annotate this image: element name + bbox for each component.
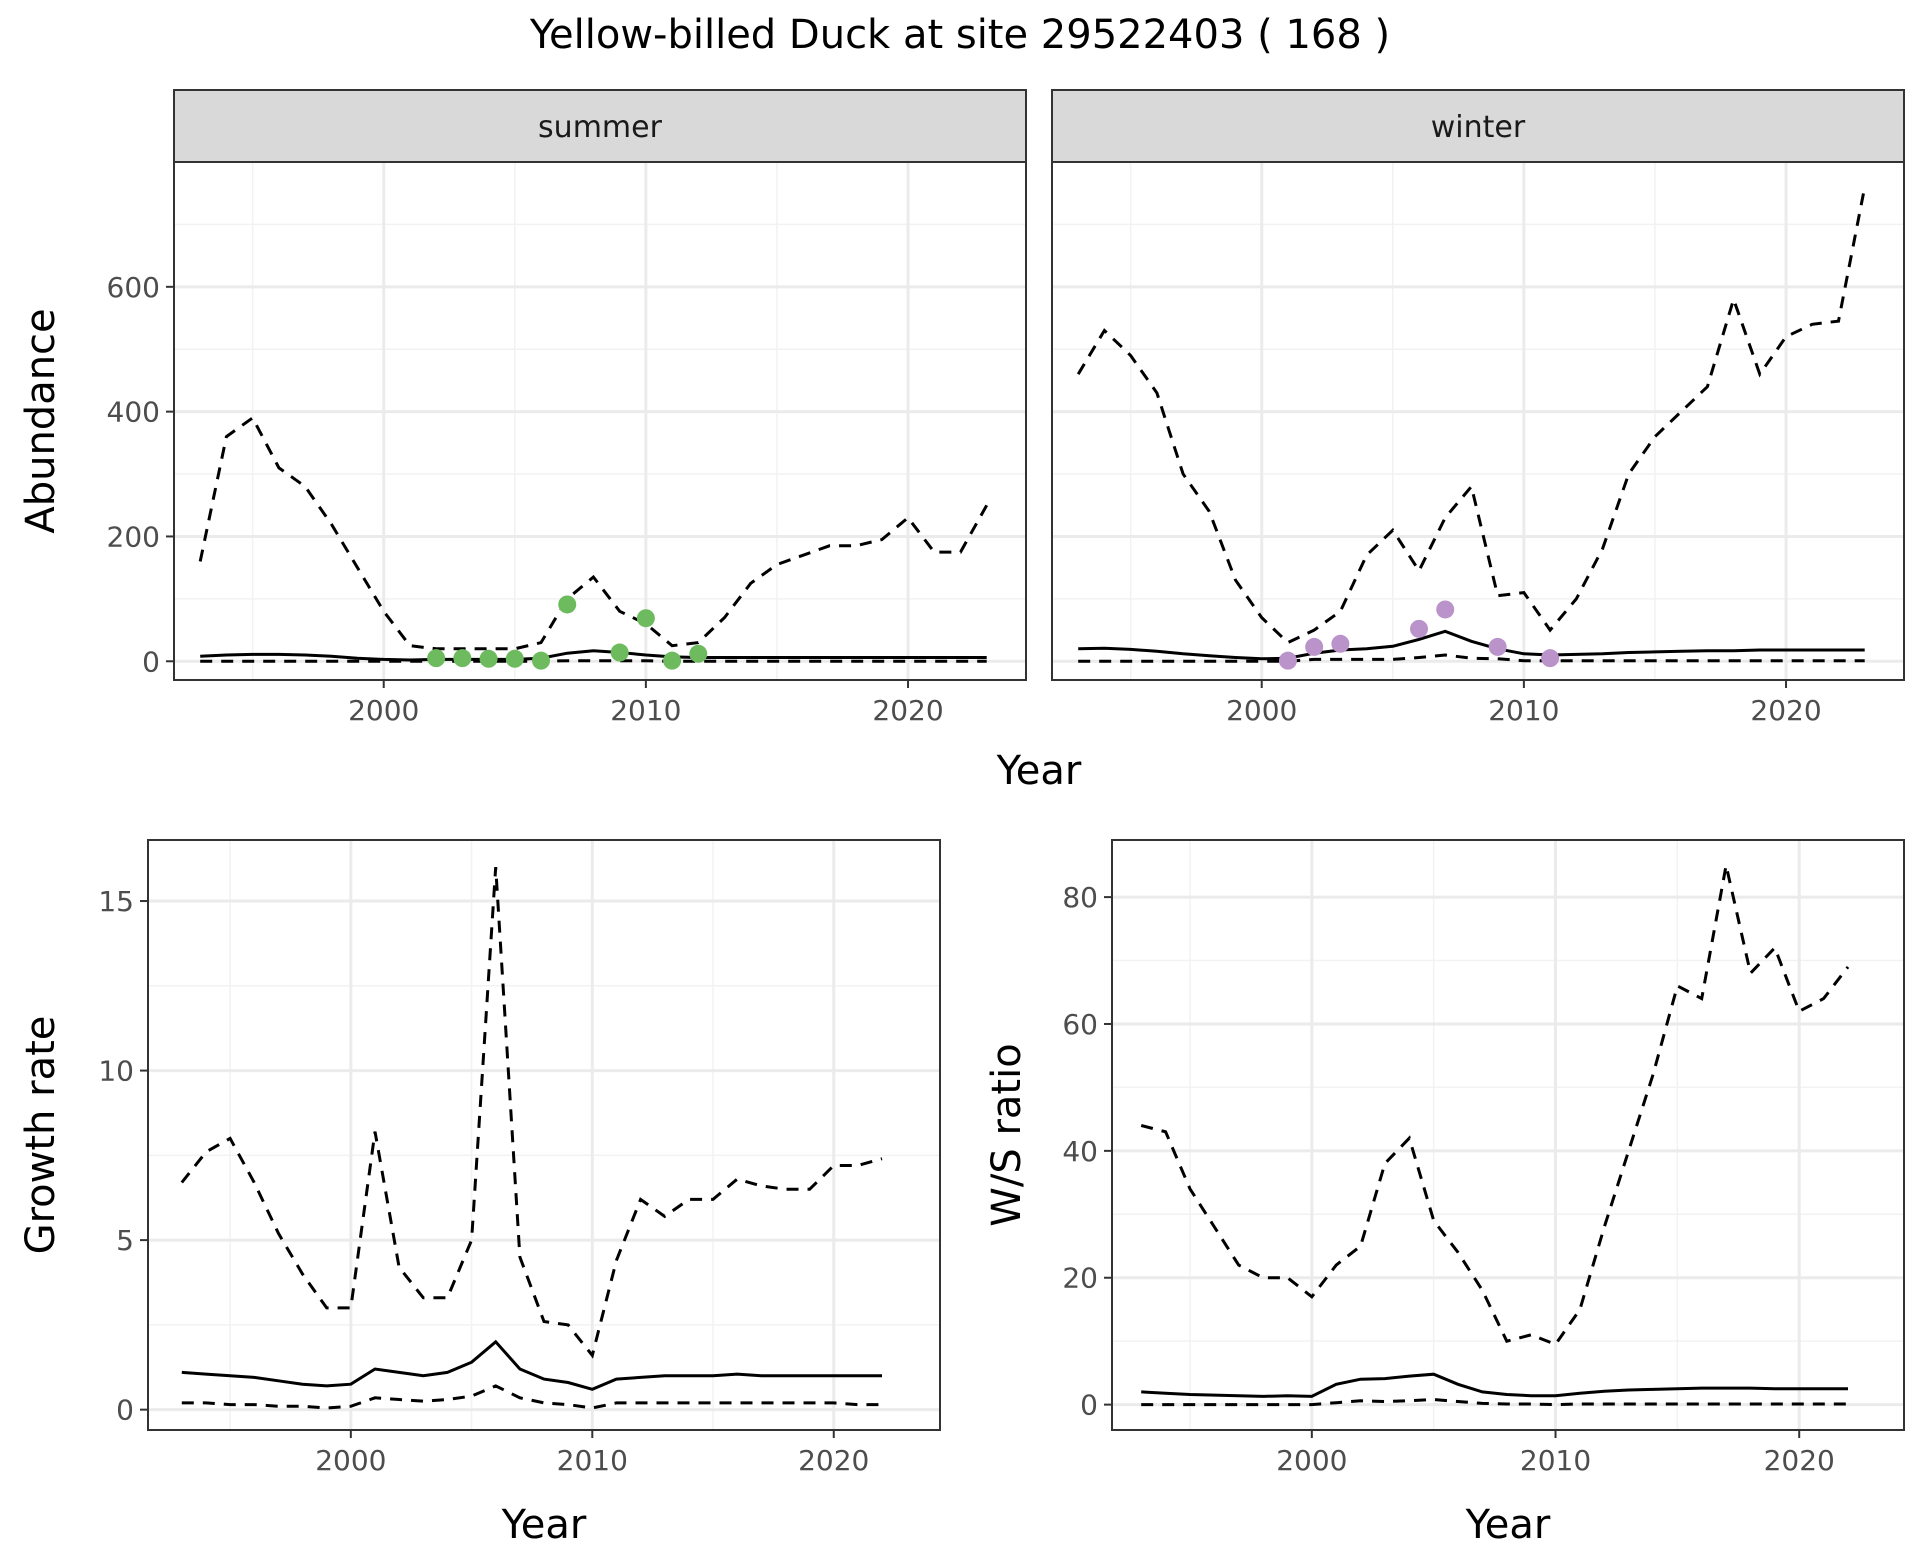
winter-observed-point — [1488, 637, 1507, 656]
growth-lower-bound-line — [181, 1384, 882, 1410]
ws-ratio-mean-line — [1141, 1372, 1848, 1398]
winter-x-tick-label: 2020 — [1750, 694, 1821, 727]
summer-x-tick-label: 2020 — [872, 694, 943, 727]
winter-x-tick-label: 2000 — [1226, 694, 1297, 727]
winter-observed-point — [1278, 651, 1297, 670]
ws-ratio-y-axis-title: W/S ratio — [984, 1043, 1030, 1226]
growth-y-axis-title: Growth rate — [18, 1016, 64, 1255]
growth-x-tick-label: 2000 — [315, 1444, 386, 1477]
summer-mean-line — [200, 649, 987, 662]
ws-ratio-upper-bound-line — [1140, 865, 1850, 1347]
growth-upper-bound-line — [180, 867, 883, 1359]
growth-mean-line — [181, 1339, 882, 1391]
growth-x-tick-label: 2020 — [798, 1444, 869, 1477]
ws-ratio-gridlines — [1112, 840, 1904, 1430]
ws-ratio-x-tick-label: 2000 — [1276, 1444, 1347, 1477]
summer-x-tick-label: 2000 — [348, 694, 419, 727]
ws-ratio-y-tick-label: 80 — [1062, 881, 1098, 914]
ws-ratio-y-tick-label: 40 — [1062, 1135, 1098, 1168]
winter-gridlines — [1052, 162, 1904, 680]
summer-observed-point — [636, 609, 655, 628]
abundance-x-axis-title: Year — [996, 748, 1082, 794]
winter-strip-label: winter — [1431, 110, 1526, 145]
summer-observed-point — [689, 644, 708, 663]
growth-x-tick-label: 2010 — [557, 1444, 628, 1477]
summer-lower-bound-line — [200, 659, 987, 663]
summer-x-tick-label: 2010 — [610, 694, 681, 727]
chart-title: Yellow-billed Duck at site 29522403 ( 16… — [529, 12, 1390, 58]
growth-panel-border — [147, 839, 941, 1431]
winter-observed-point — [1331, 634, 1350, 653]
winter-lower-bound-line — [1078, 653, 1865, 663]
summer-strip-label: summer — [538, 110, 663, 145]
growth-y-tick-label: 10 — [98, 1055, 134, 1088]
winter-x-tick-label: 2010 — [1488, 694, 1559, 727]
summer-y-tick-label: 200 — [107, 520, 160, 553]
winter-upper-bound-line — [1076, 186, 1867, 645]
summer-panel-border — [173, 161, 1027, 681]
growth-x-axis-title: Year — [501, 1502, 587, 1548]
ws-ratio-y-tick-label: 0 — [1080, 1389, 1098, 1422]
summer-observed-point — [558, 595, 577, 614]
summer-strip — [173, 89, 1027, 163]
ws-ratio-y-tick-label: 20 — [1062, 1262, 1098, 1295]
growth-y-tick-label: 15 — [98, 885, 134, 918]
summer-y-tick-label: 600 — [107, 271, 160, 304]
ws-ratio-y-tick-label: 60 — [1062, 1008, 1098, 1041]
summer-observed-point — [505, 649, 524, 668]
summer-observed-point — [427, 649, 446, 668]
summer-observed-point — [532, 651, 551, 670]
ws-ratio-x-axis-title: Year — [1465, 1502, 1551, 1548]
ws-ratio-lower-bound-line — [1141, 1397, 1848, 1407]
growth-y-tick-label: 5 — [116, 1224, 134, 1257]
summer-y-tick-label: 400 — [107, 396, 160, 429]
summer-y-tick-label: 0 — [142, 645, 160, 678]
summer-observed-point — [610, 643, 629, 662]
winter-strip — [1051, 89, 1905, 163]
ws-ratio-x-tick-label: 2020 — [1764, 1444, 1835, 1477]
winter-mean-line — [1078, 629, 1865, 661]
winter-observed-point — [1436, 600, 1455, 619]
growth-gridlines — [148, 840, 940, 1430]
winter-observed-point — [1541, 649, 1560, 668]
summer-gridlines — [174, 162, 1026, 680]
winter-panel-border — [1051, 161, 1905, 681]
ws-ratio-x-tick-label: 2010 — [1520, 1444, 1591, 1477]
growth-y-tick-label: 0 — [116, 1394, 134, 1427]
summer-observed-point — [453, 649, 472, 668]
abundance-y-axis-title: Abundance — [18, 308, 64, 533]
ws-ratio-panel-border — [1111, 839, 1905, 1431]
winter-observed-point — [1305, 637, 1324, 656]
summer-observed-point — [663, 651, 682, 670]
summer-observed-point — [479, 649, 498, 668]
winter-observed-point — [1410, 619, 1429, 638]
summer-upper-bound-line — [198, 415, 989, 651]
